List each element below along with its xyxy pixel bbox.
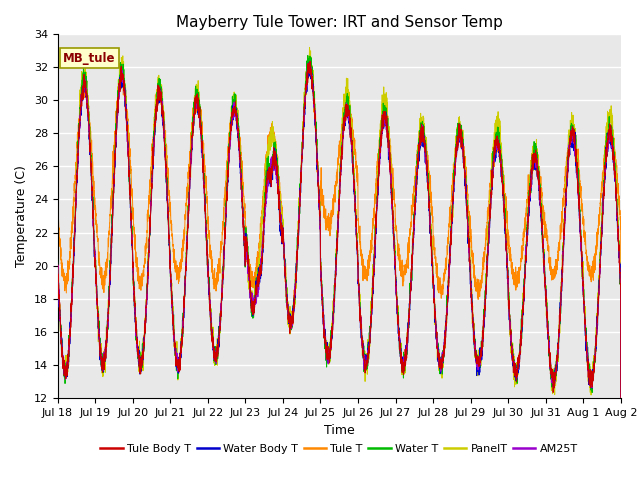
Y-axis label: Temperature (C): Temperature (C) xyxy=(15,165,28,267)
X-axis label: Time: Time xyxy=(324,424,355,437)
Title: Mayberry Tule Tower: IRT and Sensor Temp: Mayberry Tule Tower: IRT and Sensor Temp xyxy=(176,15,502,30)
Text: MB_tule: MB_tule xyxy=(63,52,116,65)
Legend: Tule Body T, Water Body T, Tule T, Water T, PanelT, AM25T: Tule Body T, Water Body T, Tule T, Water… xyxy=(96,440,582,458)
